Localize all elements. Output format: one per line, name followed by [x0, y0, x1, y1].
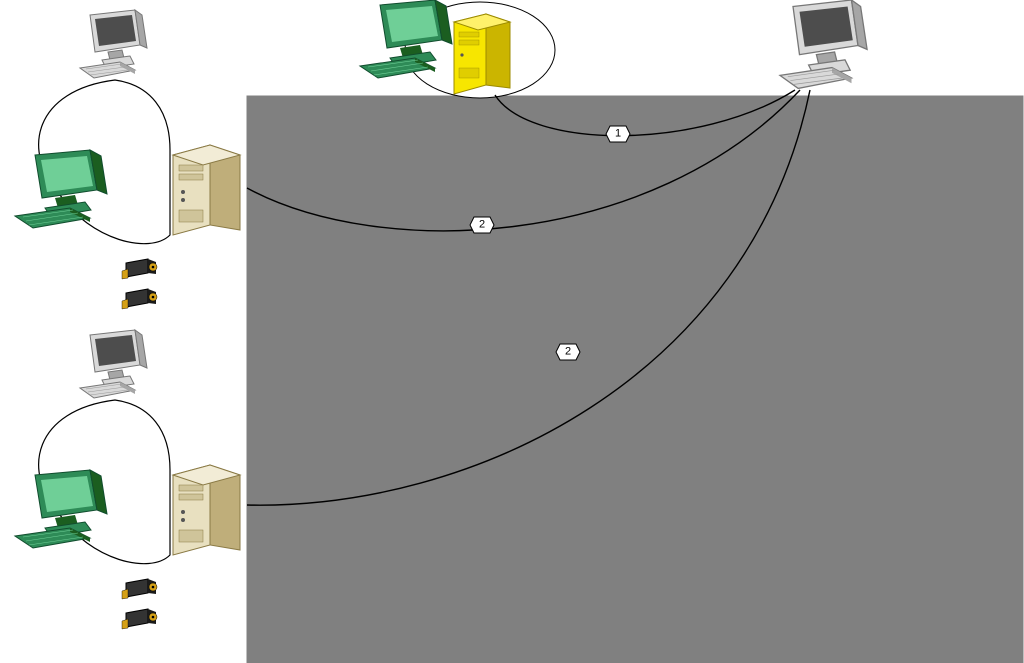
camera-icon: [122, 609, 157, 629]
workstation-green-icon: [360, 0, 452, 78]
workstation-gray-icon: [780, 0, 867, 88]
diagram-stage: 1 2 2: [0, 0, 1024, 663]
workstation-green-icon: [15, 470, 107, 548]
camera-icon: [122, 579, 157, 599]
camera-icon: [122, 289, 157, 309]
camera-icon: [122, 259, 157, 279]
workstation-gray-icon: [80, 10, 147, 78]
nodes-layer: [0, 0, 1024, 663]
workstation-green-icon: [15, 150, 107, 228]
workstation-gray-icon: [80, 330, 147, 398]
server-tower-icon: [173, 465, 240, 555]
server-yellow-icon: [454, 14, 510, 94]
server-tower-icon: [173, 145, 240, 235]
